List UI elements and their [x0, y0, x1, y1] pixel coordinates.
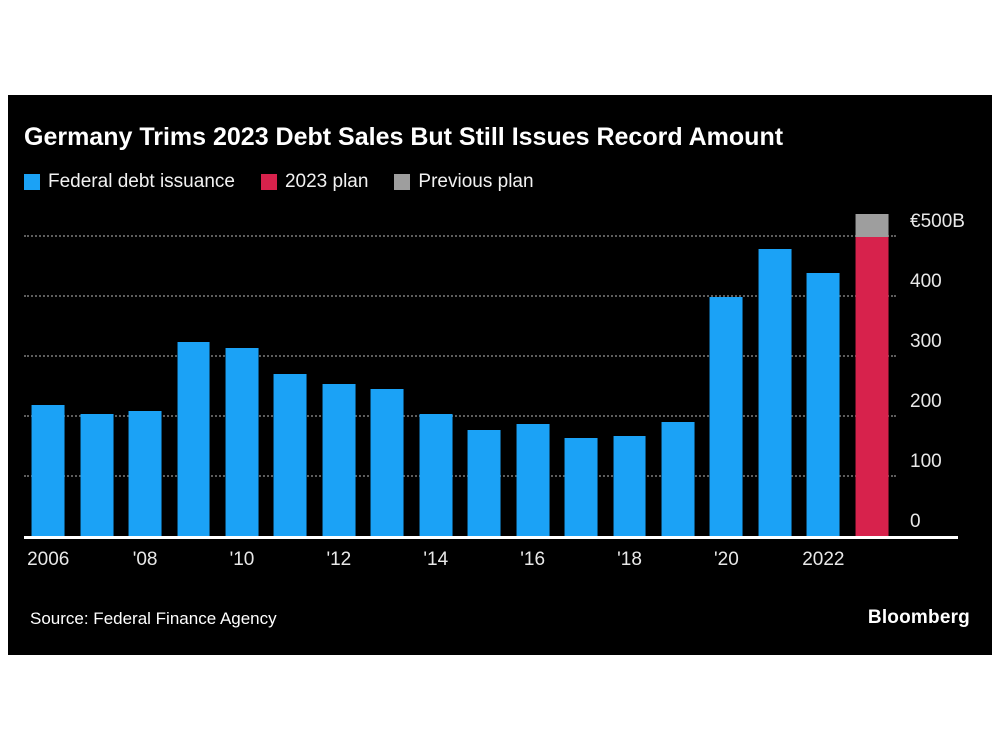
x-tick-label: '18: [617, 549, 642, 570]
y-tick-label: 100: [910, 451, 942, 472]
chart-area: 2006 '08 '10 '12 '14 '16 '18 '20 2022 0 100 200 300…: [24, 207, 976, 579]
x-tick-label: '12: [326, 549, 352, 570]
legend-label: 2023 plan: [284, 171, 369, 192]
gridline-300: [24, 355, 896, 357]
legend-item-previous-plan: Previous plan: [394, 171, 534, 193]
y-tick-label: 300: [910, 331, 942, 352]
bar-2012: [322, 384, 356, 537]
bar-2016: [516, 424, 550, 537]
legend: Federal debt issuance 2023 plan Previous…: [24, 171, 976, 193]
plot-area: [24, 207, 896, 537]
bar-2022: [806, 273, 840, 537]
legend-label: Previous plan: [418, 171, 534, 192]
y-tick-label: 0: [910, 511, 921, 532]
bar-2018: [613, 436, 647, 537]
y-tick-label: 200: [910, 391, 942, 412]
bar-segment: [516, 424, 550, 537]
bar-segment: [273, 373, 307, 537]
bar-segment: [613, 436, 647, 537]
legend-swatch-gray-icon: [394, 174, 411, 190]
legend-label: Federal debt issuance: [48, 171, 235, 192]
bar-segment: [855, 237, 889, 537]
plot-column: 2006 '08 '10 '12 '14 '16 '18 '20 2022: [24, 207, 896, 579]
gridline-200: [24, 415, 896, 417]
x-axis: 2006 '08 '10 '12 '14 '16 '18 '20 2022: [24, 537, 896, 579]
bar-2006: [31, 405, 65, 537]
bar-segment: [370, 388, 404, 537]
bloomberg-logo: Bloomberg: [867, 607, 970, 628]
x-axis-baseline: [24, 536, 958, 539]
x-tick-label: 2006: [27, 549, 70, 570]
bar-segment: [467, 430, 501, 537]
chart-panel: Germany Trims 2023 Debt Sales But Still …: [8, 95, 992, 655]
gridline-100: [24, 475, 896, 477]
bar-segment: [225, 348, 259, 537]
y-axis: 0 100 200 300 400 €500B: [896, 207, 976, 537]
bar-segment: [855, 213, 889, 237]
source-text: Source: Federal Finance Agency: [30, 609, 277, 628]
bar-2023: [855, 213, 889, 537]
chart-footer: Source: Federal Finance Agency Bloomberg: [24, 607, 976, 639]
gridline-500: [24, 235, 896, 237]
y-tick-label: €500B: [910, 211, 965, 232]
legend-item-federal-debt: Federal debt issuance: [24, 171, 235, 193]
x-tick-label: '08: [132, 549, 158, 570]
gridline-400: [24, 295, 896, 297]
x-tick-label: '14: [423, 549, 449, 570]
bar-segment: [80, 414, 114, 537]
chart-title: Germany Trims 2023 Debt Sales But Still …: [24, 123, 784, 151]
bar-segment: [419, 414, 453, 537]
bar-2013: [370, 388, 404, 537]
bar-2008: [128, 411, 162, 537]
bar-segment: [758, 249, 792, 537]
x-tick-label: 2022: [802, 549, 845, 570]
bar-2009: [177, 342, 211, 537]
bar-segment: [564, 438, 598, 537]
bar-2020: [709, 297, 743, 537]
bar-segment: [31, 405, 65, 537]
bar-2014: [419, 414, 453, 537]
bar-2011: [273, 373, 307, 537]
bar-2007: [80, 414, 114, 537]
legend-swatch-blue-icon: [24, 174, 40, 190]
bar-2019: [661, 421, 695, 537]
bar-segment: [661, 421, 695, 537]
x-tick-label: '10: [229, 549, 255, 570]
y-tick-label: 400: [910, 271, 942, 292]
legend-swatch-red-icon: [260, 174, 277, 190]
legend-item-2023-plan: 2023 plan: [260, 171, 369, 193]
bar-segment: [177, 342, 211, 537]
x-tick-label: '16: [520, 549, 546, 570]
bar-segment: [322, 384, 356, 537]
bar-segment: [128, 411, 162, 537]
bar-2015: [467, 430, 501, 537]
bar-2021: [758, 249, 792, 537]
bar-segment: [806, 273, 840, 537]
bar-2010: [225, 348, 259, 537]
x-tick-label: '20: [714, 549, 739, 570]
bar-2017: [564, 438, 598, 537]
bar-segment: [709, 297, 743, 537]
